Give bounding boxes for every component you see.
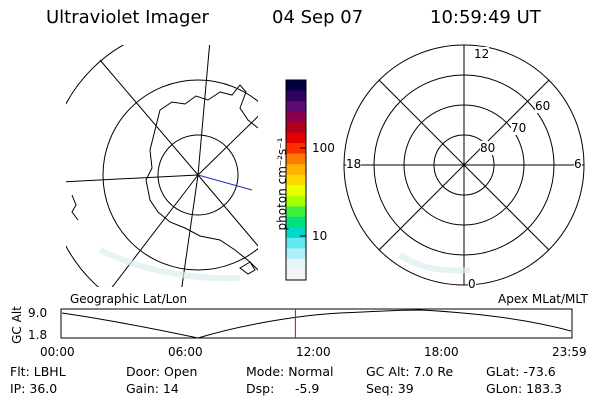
gc-alt-status: GC Alt: 7.0 Re bbox=[366, 364, 454, 379]
faint-emission bbox=[98, 247, 241, 282]
coastline bbox=[145, 84, 258, 271]
altitude-xtick: 06:00 bbox=[168, 345, 203, 359]
color-bar-segment bbox=[286, 195, 306, 207]
mlt-meridian bbox=[378, 79, 550, 251]
geo-lon-line bbox=[197, 45, 211, 176]
geo-lon-line bbox=[111, 174, 199, 287]
altitude-xtick: 12:00 bbox=[296, 345, 331, 359]
gain-status: Gain: 14 bbox=[126, 381, 179, 396]
glat-status: GLat: -73.6 bbox=[486, 364, 556, 379]
date-label: 04 Sep 07 bbox=[272, 7, 364, 28]
geo-lon-line bbox=[197, 115, 258, 176]
mlat-label-70: 70 bbox=[511, 121, 527, 135]
color-bar-segment bbox=[286, 101, 306, 113]
apex-map-label: Apex MLat/MLT bbox=[498, 292, 588, 306]
color-bar-segment bbox=[286, 122, 306, 134]
color-bar-segment bbox=[286, 206, 306, 218]
geo-lon-line bbox=[99, 59, 199, 176]
altitude-xtick: 18:00 bbox=[424, 345, 459, 359]
coastline-fragment bbox=[71, 194, 79, 221]
dsp-value: -5.9 bbox=[295, 381, 320, 396]
mlt-label-noon: 12 bbox=[474, 47, 490, 61]
faint-emission bbox=[398, 252, 471, 274]
geo-lat-circle bbox=[157, 134, 239, 216]
color-bar-tick-label: 10 bbox=[312, 229, 328, 243]
color-bar-segment bbox=[286, 248, 306, 260]
instrument-title: Ultraviolet Imager bbox=[46, 7, 209, 28]
color-bar-segment bbox=[286, 132, 306, 144]
ip-status: IP: 36.0 bbox=[10, 381, 58, 396]
altitude-ytick: 9.0 bbox=[28, 306, 48, 320]
color-bar-segment bbox=[286, 111, 306, 123]
color-bar-segment bbox=[286, 216, 306, 228]
color-bar-tick-label: 100 bbox=[312, 141, 335, 155]
altitude-ylabel: GC Alt bbox=[10, 306, 24, 344]
color-bar-frame bbox=[285, 79, 307, 281]
mlt-label-midnight: 0 bbox=[468, 277, 476, 291]
color-bar-segment bbox=[286, 153, 306, 165]
seq-status: Seq: 39 bbox=[366, 381, 414, 396]
color-bar-segment bbox=[286, 143, 306, 155]
altitude-curve bbox=[61, 309, 572, 339]
time-label: 10:59:49 UT bbox=[430, 7, 541, 28]
geo-lon-line bbox=[197, 174, 258, 247]
geo-lat-circle bbox=[102, 79, 258, 271]
color-bar-segment bbox=[286, 269, 306, 281]
geo-map-label: Geographic Lat/Lon bbox=[70, 292, 188, 306]
subsatellite-line bbox=[197, 174, 253, 191]
color-bar-segment bbox=[286, 164, 306, 176]
color-bar-segment bbox=[286, 90, 306, 102]
altitude-ytick: 1.8 bbox=[28, 328, 48, 342]
island-outline bbox=[239, 261, 256, 275]
color-bar-segment bbox=[286, 174, 306, 186]
mlt-label-dawn: 6 bbox=[574, 157, 582, 171]
dsp-label: Dsp: bbox=[246, 381, 275, 396]
color-bar-segment bbox=[286, 237, 306, 249]
altitude-xtick: 00:00 bbox=[40, 345, 75, 359]
color-bar-segment bbox=[286, 258, 306, 270]
glon-status: GLon: 183.3 bbox=[486, 381, 562, 396]
color-bar-segment bbox=[286, 185, 306, 197]
geo-lon-line bbox=[181, 174, 199, 287]
color-bar-segment bbox=[286, 80, 306, 92]
filter-status: Flt: LBHL bbox=[10, 364, 66, 379]
mlat-label-60: 60 bbox=[535, 99, 551, 113]
door-status: Door: Open bbox=[126, 364, 198, 379]
geo-lon-line bbox=[66, 174, 199, 183]
altitude-plot-frame bbox=[60, 308, 573, 339]
mlat-label-80: 80 bbox=[480, 141, 496, 155]
mode-status: Mode: Normal bbox=[246, 364, 334, 379]
color-bar-segment bbox=[286, 227, 306, 239]
altitude-xtick: 23:59 bbox=[552, 345, 587, 359]
mlt-label-dusk: 18 bbox=[346, 157, 362, 171]
